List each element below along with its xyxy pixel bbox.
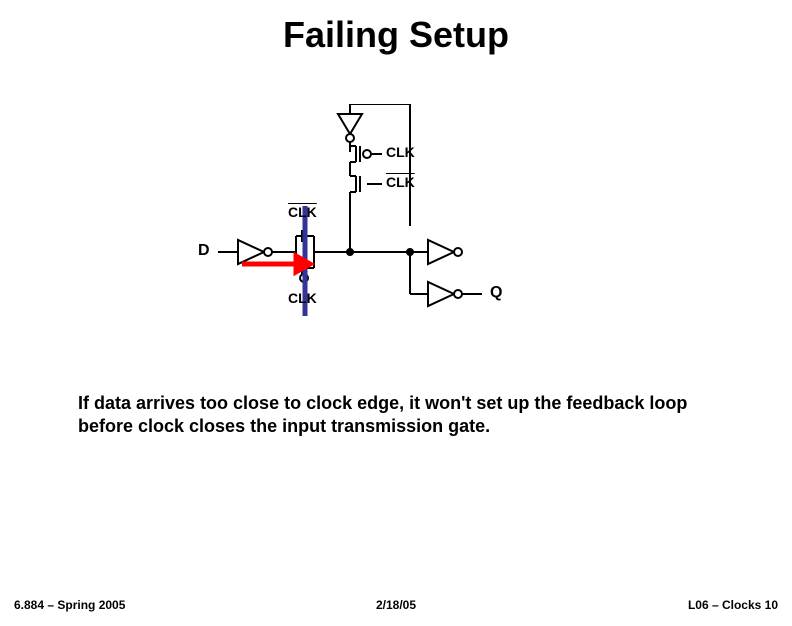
circuit-diagram: D Q CLK CLK CLK CLK <box>210 104 550 334</box>
q-label: Q <box>490 284 502 302</box>
page-title: Failing Setup <box>0 14 792 56</box>
clk-label-left-bottom: CLK <box>288 290 317 306</box>
footer-right: L06 – Clocks 10 <box>688 598 778 612</box>
clk-label-top-bubble: CLK <box>386 144 415 160</box>
footer-center: 2/18/05 <box>0 598 792 612</box>
d-label: D <box>198 242 210 260</box>
clk-label-top-bar: CLK <box>386 174 415 190</box>
clk-label-left-top: CLK <box>288 204 317 220</box>
body-paragraph: If data arrives too close to clock edge,… <box>78 392 718 439</box>
